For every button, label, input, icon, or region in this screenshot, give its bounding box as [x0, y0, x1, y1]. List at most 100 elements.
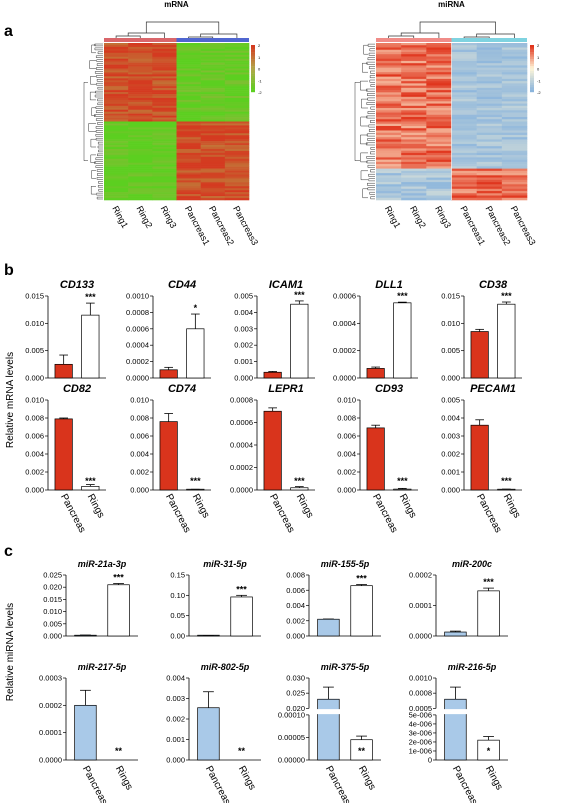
- heatmap-cell: [376, 114, 402, 118]
- heatmap-cell: [501, 87, 528, 91]
- colorbar-segment: [251, 45, 255, 48]
- y-tick-label: 0.000: [286, 632, 305, 641]
- bar-chart: LEPR1 0.0000 0.0002 0.0004 0.0006 0.0008 *** Pa…: [230, 383, 315, 535]
- x-tick-label: Pancreas: [323, 764, 353, 803]
- heatmap-cell: [104, 152, 129, 156]
- bar-rings: [393, 302, 412, 379]
- heatmap-cell: [224, 48, 250, 52]
- heatmap-cell: [152, 125, 177, 128]
- heatmap-cell: [224, 152, 250, 156]
- heatmap-cell: [200, 164, 226, 167]
- heatmap-cell: [401, 164, 427, 167]
- heatmap-cell: [401, 191, 427, 194]
- heatmap-cell: [128, 52, 153, 56]
- heatmap-cell: [128, 70, 153, 73]
- heatmap-cell: [224, 180, 250, 183]
- heatmap-cell: [476, 76, 503, 80]
- heatmap-cell: [176, 58, 201, 61]
- heatmap-cell: [176, 95, 201, 99]
- colorbar-tick: 2: [537, 43, 540, 48]
- heatmap-cell: [376, 152, 402, 156]
- heatmap-cell: [200, 78, 226, 81]
- heatmap-cell: [104, 119, 129, 122]
- heatmap-cell: [128, 180, 153, 183]
- y-tick-label: 0.006: [130, 432, 149, 441]
- heatmap-cell: [451, 63, 477, 66]
- heatmap-cell: [376, 76, 402, 80]
- colorbar-segment: [530, 49, 534, 53]
- heatmap-cell: [376, 47, 402, 51]
- heatmap-cell: [401, 157, 427, 160]
- heatmap-cell: [128, 135, 153, 138]
- heatmap-cell: [224, 148, 250, 152]
- heatmap-cell: [128, 46, 153, 50]
- heatmap-cell: [152, 88, 177, 91]
- heatmap-cell: [451, 155, 477, 158]
- heatmap-cell: [128, 158, 153, 162]
- colorbar-segment: [251, 77, 255, 81]
- heatmap-cell: [128, 88, 153, 91]
- heatmap-cell: [128, 162, 153, 165]
- heatmap-cell: [476, 51, 503, 55]
- heatmap-cell: [376, 121, 402, 125]
- heatmap-cell: [401, 155, 427, 158]
- heatmap-cell: [501, 110, 528, 113]
- heatmap-cell: [451, 159, 477, 163]
- heatmap-cell: [476, 94, 503, 98]
- heatmap-cell: [426, 125, 452, 129]
- heatmap-cell: [501, 139, 528, 142]
- heatmap-cell: [476, 78, 503, 82]
- heatmap-cell: [152, 129, 177, 132]
- heatmap-cell: [152, 184, 177, 187]
- heatmap-cell: [104, 172, 129, 175]
- heatmap-cell: [401, 60, 427, 64]
- heatmap-cell: [104, 192, 129, 195]
- heatmap-cell: [476, 166, 503, 169]
- heatmap-cell: [104, 86, 129, 89]
- y-tick-label: 0.0002: [126, 357, 149, 366]
- heatmap-cell: [376, 103, 402, 107]
- heatmap-cell: [401, 148, 427, 151]
- bar-rings: [393, 488, 412, 491]
- heatmap-cell: [224, 66, 250, 69]
- heatmap-cell: [176, 160, 201, 164]
- significance-marker: ***: [501, 476, 512, 486]
- heatmap-cell: [104, 109, 129, 112]
- heatmap-cell: [451, 83, 477, 86]
- heatmap-cell: [451, 184, 477, 187]
- heatmap-cell: [200, 99, 226, 103]
- heatmap-cell: [152, 172, 177, 175]
- bar-pancreas: [159, 369, 178, 379]
- heatmap-cell: [152, 54, 177, 58]
- heatmap-cell: [224, 99, 250, 103]
- heatmap-cell: [224, 196, 250, 199]
- heatmap-cell: [426, 101, 452, 104]
- heatmap-cell: [200, 158, 226, 162]
- heatmap-cell: [451, 114, 477, 118]
- heatmap-cell: [401, 182, 427, 185]
- y-tick-label: 0.00: [170, 632, 185, 641]
- heatmap-cell: [501, 150, 528, 154]
- heatmap-cell: [104, 43, 129, 46]
- heatmap-cell: [104, 92, 129, 95]
- bar-chart: ICAM1 0.000 0.001 0.002 0.003 0.004 0.005 ***: [234, 279, 315, 383]
- heatmap-cell: [128, 68, 153, 71]
- heatmap-cell: [426, 96, 452, 100]
- heatmap-cell: [104, 97, 129, 101]
- colorbar-tick: 0: [258, 67, 261, 72]
- heatmap-cell: [200, 178, 226, 181]
- heatmap-cell: [476, 155, 503, 158]
- colorbar-segment: [530, 56, 534, 60]
- heatmap-cell: [376, 157, 402, 160]
- heatmap-cell: [224, 111, 250, 114]
- y-tick-label: 0.008: [286, 571, 305, 580]
- y-tick-label: 0.0006: [126, 324, 149, 333]
- sample-label: Pancreas1: [458, 204, 487, 247]
- heatmap-cell: [224, 190, 250, 193]
- heatmap-cell: [224, 86, 250, 89]
- heatmap-cell: [476, 184, 503, 187]
- bar-pancreas: [470, 424, 489, 491]
